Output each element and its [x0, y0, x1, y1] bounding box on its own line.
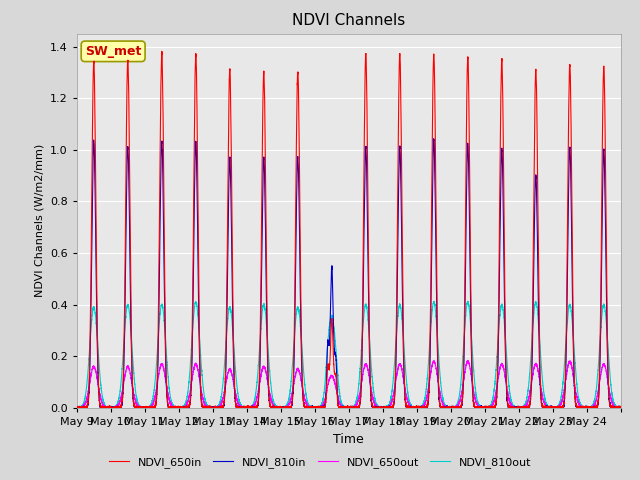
NDVI_650out — [419, 404, 426, 410]
Line: NDVI_810in: NDVI_810in — [77, 139, 621, 408]
NDVI_650in — [395, 89, 403, 95]
NDVI_810out — [617, 405, 625, 410]
NDVI_810out — [476, 404, 484, 410]
X-axis label: Time: Time — [333, 432, 364, 445]
NDVI_650out — [476, 404, 484, 410]
Text: SW_met: SW_met — [85, 45, 141, 58]
NDVI_810out — [464, 299, 472, 304]
NDVI_650out — [617, 405, 625, 410]
NDVI_650in — [73, 405, 81, 411]
Y-axis label: NDVI Channels (W/m2/mm): NDVI Channels (W/m2/mm) — [35, 144, 44, 298]
NDVI_650out — [395, 362, 403, 368]
NDVI_810out — [395, 306, 403, 312]
NDVI_810out — [270, 400, 278, 406]
NDVI_810in — [419, 405, 426, 411]
NDVI_810in — [617, 405, 625, 410]
NDVI_810in — [395, 179, 403, 185]
NDVI_650in — [506, 405, 513, 411]
Line: NDVI_650in: NDVI_650in — [77, 51, 621, 408]
NDVI_650in — [100, 405, 108, 411]
NDVI_810out — [73, 405, 81, 411]
NDVI_650out — [73, 405, 81, 411]
NDVI_650out — [506, 396, 513, 402]
NDVI_810in — [270, 405, 278, 411]
NDVI_650in — [73, 405, 81, 410]
NDVI_650out — [430, 358, 438, 363]
NDVI_810in — [506, 405, 513, 411]
NDVI_650in — [476, 405, 484, 411]
NDVI_650out — [73, 405, 81, 410]
NDVI_650out — [100, 403, 108, 408]
NDVI_810out — [419, 403, 426, 409]
NDVI_810in — [430, 136, 438, 142]
NDVI_810in — [73, 405, 81, 411]
NDVI_650in — [270, 405, 278, 411]
NDVI_650in — [158, 48, 166, 54]
Legend: NDVI_650in, NDVI_810in, NDVI_650out, NDVI_810out: NDVI_650in, NDVI_810in, NDVI_650out, NDV… — [104, 452, 536, 472]
NDVI_810in — [100, 405, 108, 410]
NDVI_650in — [617, 404, 625, 409]
NDVI_650in — [419, 404, 426, 410]
Line: NDVI_650out: NDVI_650out — [77, 360, 621, 408]
NDVI_650out — [270, 403, 278, 409]
Line: NDVI_810out: NDVI_810out — [77, 301, 621, 408]
NDVI_810out — [100, 400, 108, 406]
Title: NDVI Channels: NDVI Channels — [292, 13, 405, 28]
NDVI_810out — [506, 385, 513, 391]
NDVI_810in — [476, 405, 484, 411]
